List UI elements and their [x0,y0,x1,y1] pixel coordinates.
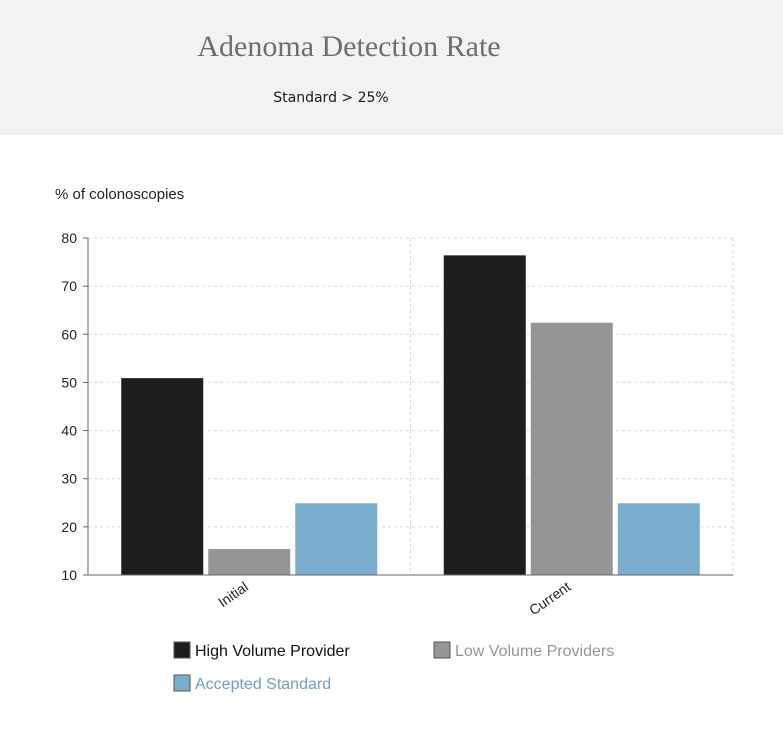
bar-low-volume-providers-current [529,321,614,576]
x-axis-ticks: Initial Current [215,578,574,618]
bar-accepted-standard-current [616,502,701,576]
legend: High Volume Provider Low Volume Providers… [173,641,614,693]
y-tick-label: 60 [61,326,77,342]
y-tick-label: 80 [61,230,77,246]
x-tick-label: Initial [215,578,251,610]
y-axis-ticks: 10 20 30 40 50 60 70 80 [61,230,77,583]
y-tick-label: 30 [61,471,77,487]
legend-label: High Volume Provider [195,643,350,660]
bar-low-volume-providers-initial [207,548,292,576]
y-axis-label: % of colonoscopies [55,186,184,203]
legend-label: Low Volume Providers [455,643,614,660]
chart-header: Adenoma Detection Rate Standard > 25% [0,0,783,135]
bar-high-volume-provider-initial [120,377,205,576]
bar-high-volume-provider-current [442,254,527,576]
axes [83,237,733,576]
y-tick-label: 20 [61,519,77,535]
y-tick-label: 10 [61,567,77,583]
grid-lines [88,237,734,575]
y-tick-label: 50 [61,374,77,390]
y-tick-label: 70 [61,278,77,294]
legend-swatch [173,641,191,659]
chart-subtitle: Standard > 25% [273,90,389,106]
legend-swatch [433,641,451,659]
legend-label: Accepted Standard [195,676,331,693]
legend-swatch [173,674,191,692]
bar-chart: % of colonoscopies 10 20 30 40 50 60 70 80 Init… [55,186,734,693]
y-tick-label: 40 [61,423,77,439]
x-tick-label: Current [526,578,574,618]
chart-title: Adenoma Detection Rate [197,30,501,63]
bar-accepted-standard-initial [294,502,379,576]
